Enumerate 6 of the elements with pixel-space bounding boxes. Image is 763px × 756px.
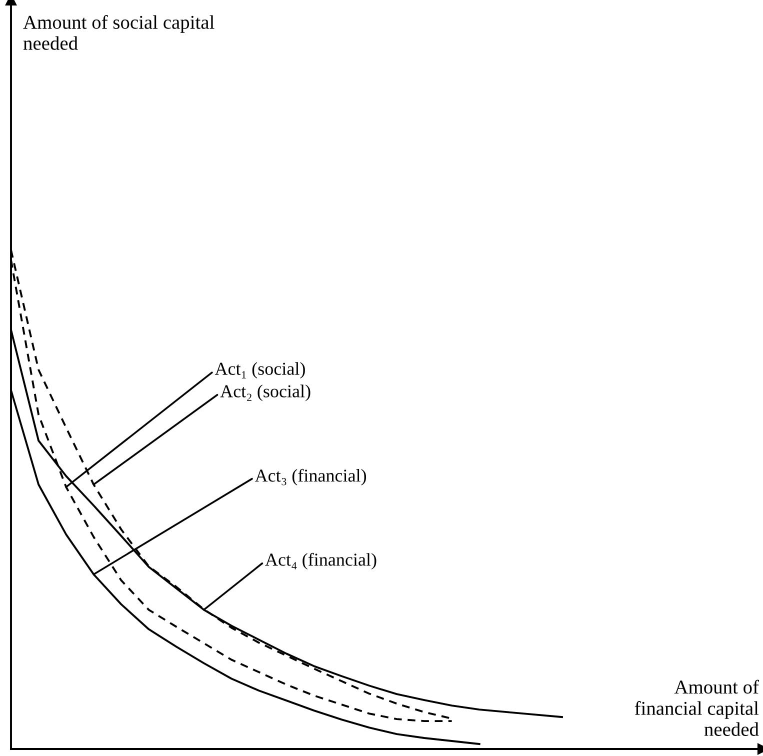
annotation: Act₁ (social) — [214, 362, 305, 379]
text: Amount of social capital needed — [23, 15, 214, 50]
x-axis-title: Amount of financial capital needed — [634, 680, 759, 736]
annotation: Act₃ (financial) — [254, 468, 366, 486]
annotation: Act₂ (social) — [220, 384, 310, 402]
annotation: Act₄ (financial) — [265, 552, 376, 570]
